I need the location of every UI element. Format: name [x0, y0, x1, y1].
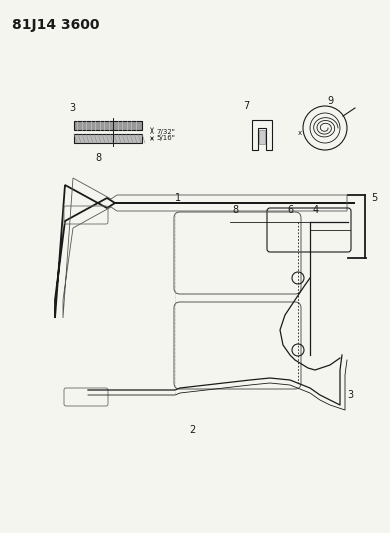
Text: 3: 3 — [347, 390, 353, 400]
Text: 9: 9 — [327, 96, 333, 106]
Bar — [74, 134, 142, 143]
Bar — [259, 130, 265, 144]
Text: 81J14 3600: 81J14 3600 — [12, 18, 99, 32]
Bar — [74, 121, 142, 130]
Text: 7: 7 — [243, 101, 249, 111]
Text: 1: 1 — [175, 193, 181, 203]
Text: 4: 4 — [313, 205, 319, 215]
Text: x: x — [298, 130, 302, 136]
Text: 5/16": 5/16" — [156, 135, 175, 141]
Text: 2: 2 — [189, 425, 195, 435]
Text: 5: 5 — [371, 193, 377, 203]
Text: 8: 8 — [232, 205, 238, 215]
Text: 3: 3 — [69, 103, 75, 113]
Text: 7/32": 7/32" — [156, 129, 175, 135]
Text: 8: 8 — [95, 153, 101, 163]
Text: 6: 6 — [287, 205, 293, 215]
